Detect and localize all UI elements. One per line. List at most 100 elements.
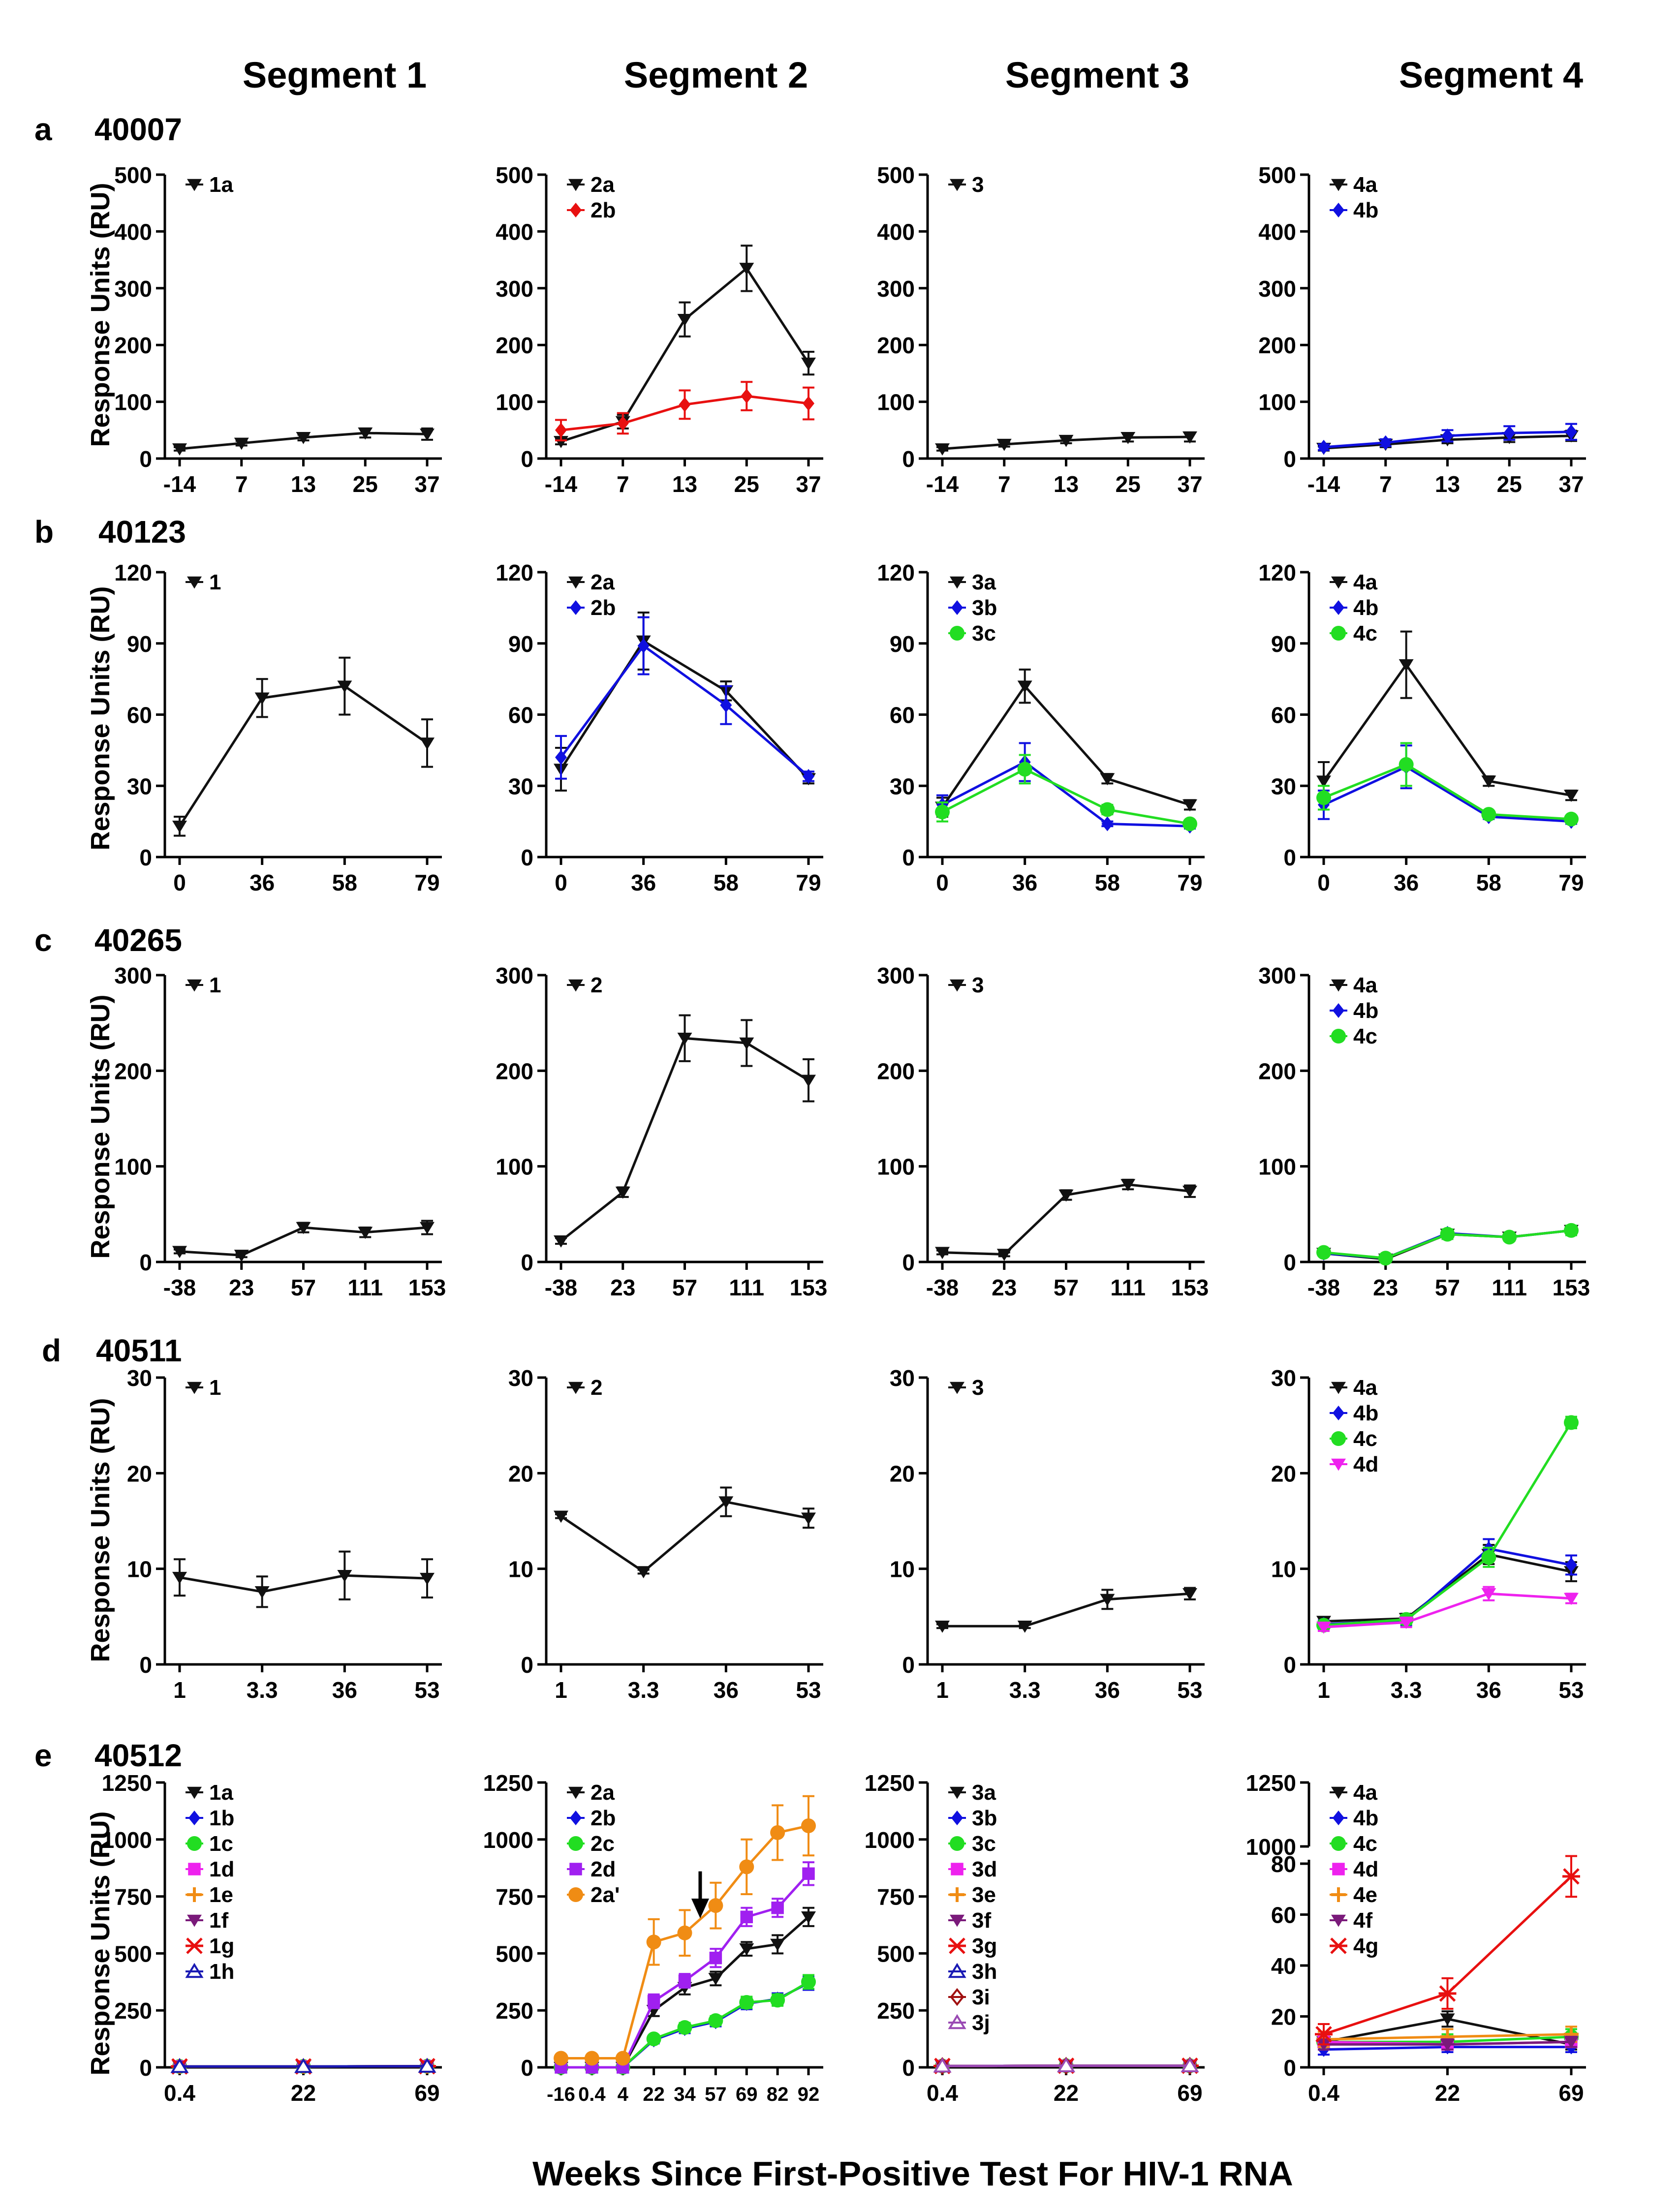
data-point [1565,1557,1577,1572]
legend-label: 4b [1353,198,1378,222]
y-tick-label: 20 [1271,2004,1296,2030]
x-tick-label: 23 [992,1275,1017,1300]
data-point [1058,1189,1074,1202]
legend-label: 2b [591,1806,616,1830]
y-tick-label: 10 [508,1557,533,1582]
legend-label: 4a [1353,173,1377,197]
panel-r2-c1: 0 30 60 90 120 0 36 58 79 1 [114,560,442,895]
data-point [1100,1594,1115,1606]
data-point [740,1910,753,1924]
legend-label: 1h [209,1960,234,1984]
x-tick-label: 53 [1177,1677,1202,1703]
y-tick-label: 300 [1258,276,1296,302]
series-4c: 4c [1316,621,1579,827]
data-point [1017,762,1032,777]
legend-label: 4a [1353,570,1377,594]
y-tick-label: 100 [114,390,152,415]
legend-label: 2a' [591,1883,620,1907]
series-line [941,761,1190,828]
legend-label: 2 [591,973,602,997]
y-tick-label: 0 [1283,845,1296,870]
data-point [1017,1621,1032,1633]
x-tick-label: 111 [347,1275,383,1300]
legend-label: 2c [591,1832,615,1856]
x-tick-label: 37 [1558,471,1584,497]
y-tick-label: 80 [1271,1851,1296,1877]
data-point [170,2058,189,2073]
legend-label: 3e [972,1883,996,1907]
y-tick-label: 30 [1271,773,1296,799]
y-tick-label: 60 [1271,703,1296,728]
x-tick-label: 22 [1054,2080,1079,2106]
series-4a: 4a [1316,570,1579,802]
y-tick-label: 300 [877,963,915,988]
x-tick-label: 69 [414,2080,439,2106]
x-tick-label: 0 [936,870,949,895]
data-point [234,1250,249,1262]
legend-label: 3d [972,1857,997,1881]
legend-label: 4a [1353,973,1377,997]
x-tick-label: 58 [1476,870,1501,895]
row-letter-a: a [34,112,52,147]
x-tick-label: 111 [1492,1275,1527,1300]
x-tick-label: 37 [414,471,439,497]
series-1: 1 [172,570,435,837]
y-tick-label: 1000 [865,1827,915,1853]
row-letter-e: e [34,1738,52,1773]
data-point [337,1570,352,1582]
panel-r3-c2: 0 100 200 300 -38 23 57 111 153 2 [496,963,827,1300]
y-tick-label: 200 [114,333,152,358]
x-tick-label: 53 [796,1677,821,1703]
legend-label: 3a [972,570,996,594]
x-axis-label: Weeks Since First-Positive Test For HIV-… [532,2154,1293,2193]
y-tick-label: 30 [890,773,915,799]
legend-label: 1a [209,1781,233,1805]
x-tick-label: -14 [926,471,959,497]
y-tick-label: 0 [1283,446,1296,472]
legend-label: 1g [209,1934,234,1958]
y-tick-label: 120 [877,560,915,585]
data-point [294,2058,313,2073]
y-tick-label: 400 [1258,219,1296,245]
x-tick-label: 3.3 [1009,1677,1041,1703]
data-point [935,1247,950,1260]
x-tick-label: 1 [173,1677,186,1703]
data-point [1017,680,1032,693]
x-tick-label: 92 [798,2084,820,2105]
legend-label: 4b [1353,999,1378,1023]
y-tick-label: 120 [1258,560,1296,585]
data-point [1316,1245,1331,1260]
legend-label: 3b [972,1806,997,1830]
data-point [935,443,950,456]
legend-label: 1f [209,1908,228,1933]
series-line [941,768,1190,825]
series-line [560,639,809,780]
x-tick-label: 111 [1110,1275,1146,1300]
x-tick-label: 3.3 [628,1677,659,1703]
y-tick-label: 1250 [483,1770,533,1796]
data-point [646,1935,661,1950]
x-tick-label: -16 [547,2084,575,2105]
y-tick-label: 750 [114,1884,152,1910]
data-point [172,1571,187,1584]
y-tick-label: 30 [1271,1365,1296,1391]
x-tick-label: 153 [1553,1275,1590,1300]
y-tick-label: 100 [114,1154,152,1180]
series-line [1323,763,1572,821]
legend-label: 4d [1353,1452,1378,1476]
legend-label: 3 [972,973,984,997]
x-tick-label: 36 [714,1677,739,1703]
arrow-head [691,1899,709,1919]
y-tick-label: 90 [127,631,152,657]
data-point [677,2020,692,2035]
series-line [1323,765,1572,823]
y-tick-label: 60 [1271,1903,1296,1928]
series-line [179,1574,428,1593]
data-point [1182,1185,1197,1198]
data-point [1564,790,1579,802]
legend-label: 4a [1353,1376,1377,1400]
